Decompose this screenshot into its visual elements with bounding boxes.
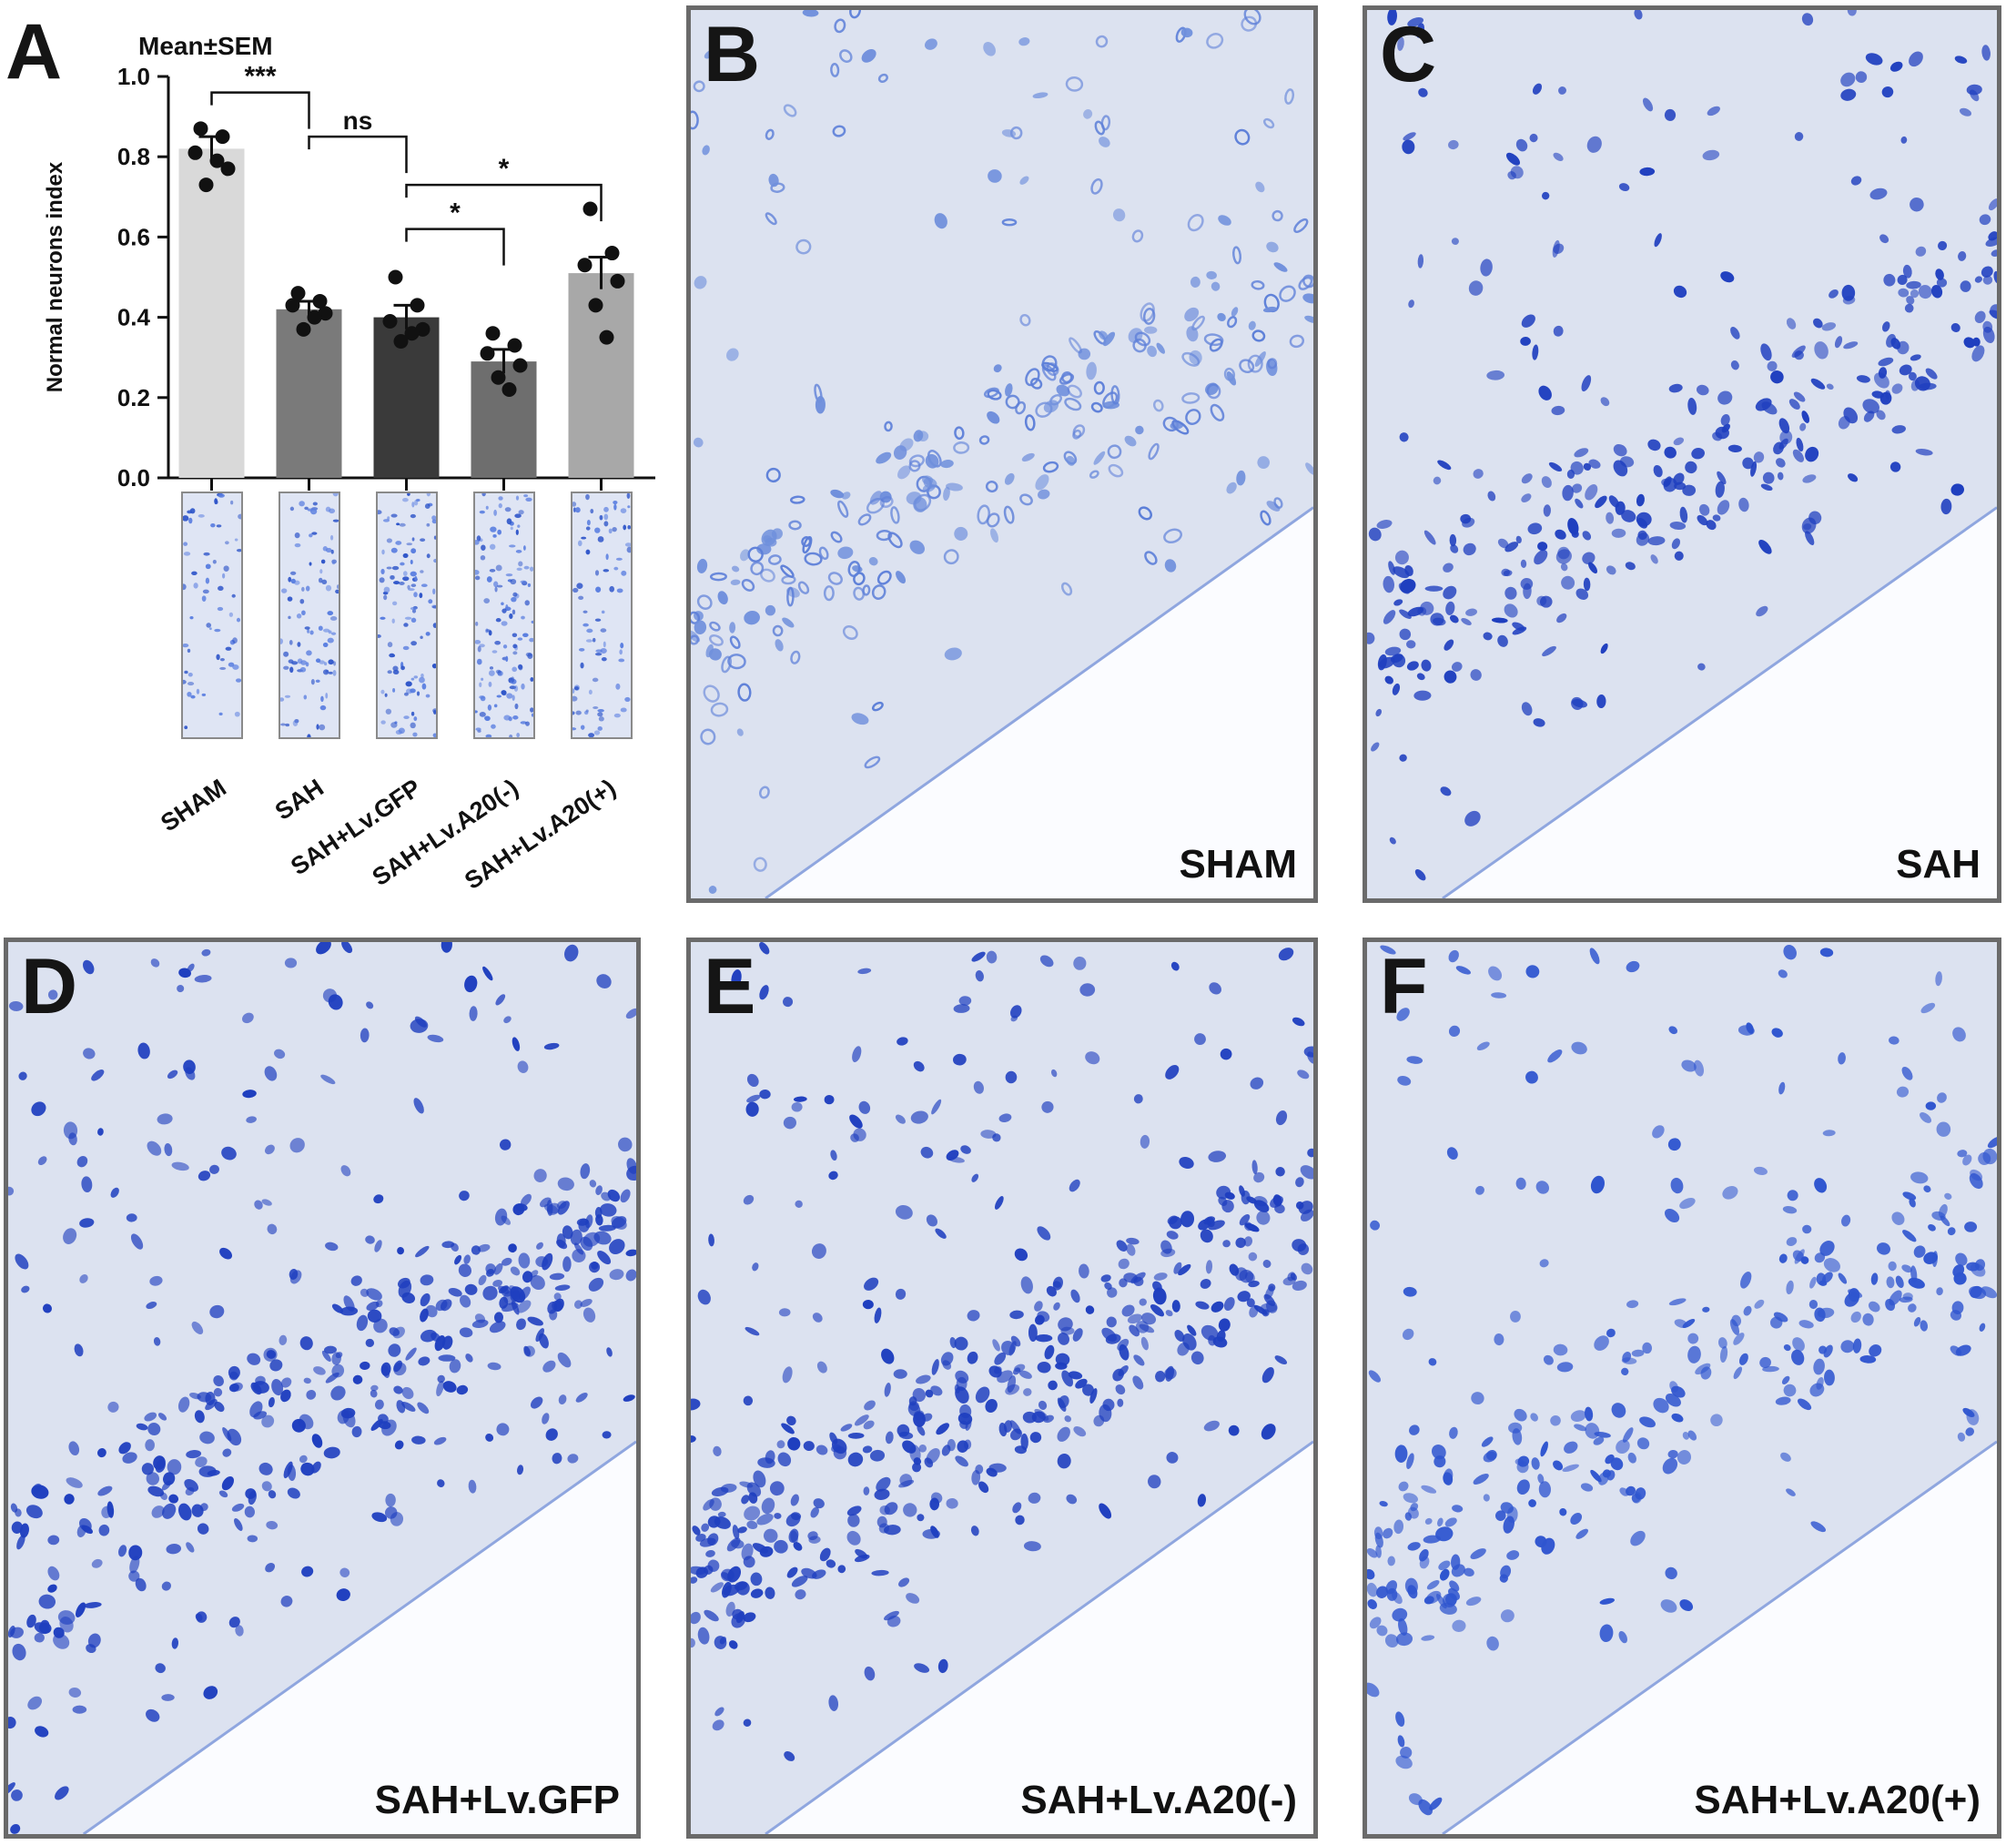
thumbnail-strip [472,492,535,739]
panel-letter-c: C [1380,11,1437,98]
significance-label: * [450,198,461,228]
x-tick-label: SAH [270,774,329,826]
y-tick-label: 0.6 [117,223,150,250]
significance-bracket [308,135,408,174]
significance-bracket [405,183,603,222]
data-point [312,293,328,309]
data-point [285,298,300,313]
significance-label: *** [244,62,276,92]
data-point [307,309,322,325]
bar [178,148,245,478]
chart-title: Mean±SEM [138,32,273,60]
data-point [193,121,208,137]
micrograph-sah-lv-gfp: D SAH+Lv.GFP [4,938,641,1839]
significance-label: ns [343,106,373,135]
thumbnail-strip [278,492,340,739]
micrograph-caption: SAH+Lv.A20(-) [1020,1778,1297,1822]
y-tick-label: 0.2 [117,384,150,411]
panel-a: A Mean±SEM Normal neurons index 0.0 0.2 0.4 0… [0,0,674,910]
data-point [507,338,522,353]
data-point [404,326,420,341]
data-point [296,321,311,337]
thumbnail-strip [180,492,243,739]
data-point [415,321,431,337]
y-tick-label: 0.0 [117,464,150,492]
data-point [583,201,598,217]
data-point [485,326,501,341]
micrograph-image [1367,942,1997,1834]
data-point [577,258,593,273]
micrograph-image [8,942,636,1834]
data-point [382,314,398,329]
micrograph-image [1367,10,1997,898]
significance-bracket [405,228,505,266]
data-point [393,334,409,350]
data-point [599,329,614,345]
y-tick-label: 0.4 [117,304,151,331]
micrograph-sah-lv-a20-pos: F SAH+Lv.A20(+) [1363,938,2001,1839]
data-point [491,370,506,385]
data-point [220,161,236,177]
micrograph-sah: C SAH [1363,5,2001,903]
bar [276,309,342,478]
panel-letter-f: F [1380,943,1428,1030]
micrograph-image [691,942,1313,1834]
data-point [588,298,603,313]
y-tick-label: 1.0 [117,63,150,90]
data-point [290,286,306,301]
data-point [198,177,214,193]
micrograph-caption: SAH+Lv.A20(+) [1694,1778,1981,1822]
significance-label: * [499,154,510,184]
data-point [512,358,528,373]
micrograph-caption: SAH [1896,842,1981,887]
micrograph-image [691,10,1313,898]
data-point [388,269,403,285]
data-point [187,145,203,160]
panel-letter-d: D [21,943,78,1030]
data-point [215,129,230,145]
significance-bracket [210,91,310,129]
thumbnail-strip [375,492,438,739]
panel-letter-b: B [704,11,761,98]
thumbnail-strip [570,492,633,739]
panel-letter-a: A [5,8,63,96]
data-point [209,153,225,168]
micrograph-caption: SAH+Lv.GFP [374,1778,620,1822]
micrograph-sham: B SHAM [686,5,1318,903]
data-point [480,346,495,361]
data-point [501,381,517,397]
bar-chart: Mean±SEM Normal neurons index 0.0 0.2 0.4 0.6… [43,32,655,895]
y-tick-label: 0.8 [117,143,150,170]
micrograph-sah-lv-a20-neg: E SAH+Lv.A20(-) [686,938,1318,1839]
micrograph-caption: SHAM [1179,842,1297,887]
panel-letter-e: E [704,943,756,1030]
y-axis-label: Normal neurons index [43,161,67,392]
x-tick-label: SHAM [156,774,231,836]
data-point [610,273,625,289]
data-point [318,306,333,321]
data-point [604,246,620,261]
data-point [410,298,425,313]
